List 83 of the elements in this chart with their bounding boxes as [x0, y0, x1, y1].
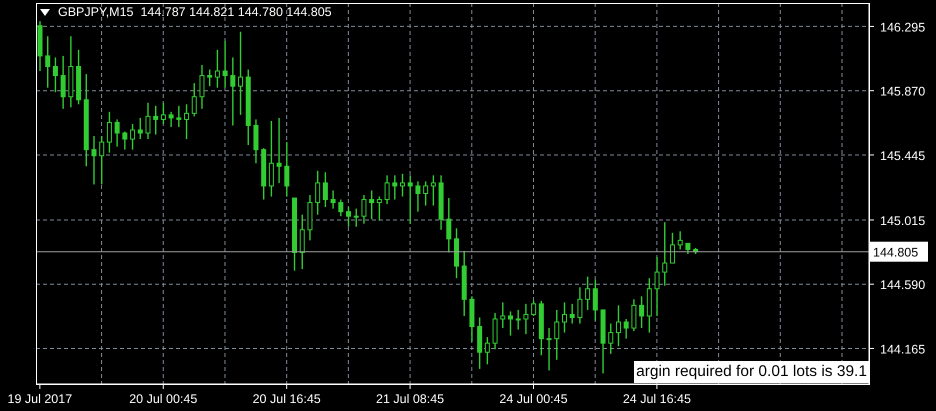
y-tick-label: 144.165 — [880, 342, 926, 356]
candlestick — [230, 56, 236, 126]
candlestick — [430, 174, 436, 206]
candlestick — [106, 111, 112, 154]
candlestick — [562, 302, 567, 334]
candlestick — [616, 304, 621, 347]
candlestick — [99, 135, 104, 186]
candlestick — [361, 194, 366, 224]
candlestick — [376, 196, 382, 222]
candlestick — [546, 327, 552, 372]
candlestick — [608, 322, 614, 354]
x-tick-label: 19 Jul 2017 — [8, 392, 72, 406]
candlestick — [577, 286, 582, 324]
candlestick — [384, 174, 390, 205]
x-tick-label: 21 Jul 08:45 — [376, 392, 444, 406]
candlestick — [415, 180, 420, 212]
candlestick — [338, 198, 344, 217]
candlestick — [392, 174, 398, 200]
candlestick — [214, 49, 220, 88]
candlestick — [484, 336, 490, 366]
x-tick-label: 24 Jul 16:45 — [622, 392, 691, 406]
candlestick — [400, 173, 406, 198]
candlestick — [585, 276, 590, 311]
candlestick — [192, 82, 197, 118]
candlestick — [268, 120, 274, 198]
candlestick — [315, 170, 320, 216]
candlestick — [354, 208, 359, 228]
candlestick — [516, 309, 521, 330]
candlestick — [570, 303, 575, 324]
candlestick — [168, 111, 174, 128]
price-label: 144.805 — [870, 242, 928, 262]
y-tick-label: 145.445 — [880, 148, 926, 163]
candlestick — [330, 190, 336, 210]
y-tick-label: 144.590 — [880, 278, 926, 292]
candlestick — [369, 190, 374, 220]
candlestick — [199, 64, 204, 110]
candlestick — [531, 300, 536, 317]
candlestick — [153, 105, 158, 136]
candlestick — [207, 68, 212, 87]
candlestick — [322, 172, 328, 208]
candlestick — [300, 214, 305, 270]
candlestick — [662, 222, 668, 286]
candlestick — [423, 180, 428, 206]
x-tick-label: 20 Jul 16:45 — [252, 392, 321, 406]
candlestick — [631, 298, 636, 332]
candlestick — [346, 206, 352, 228]
ref-line-label: 144.805 — [873, 246, 918, 260]
candlestick — [554, 309, 560, 361]
candlestick — [508, 310, 513, 336]
candlestick — [114, 118, 120, 148]
candlestick — [176, 105, 182, 128]
candlestick — [446, 197, 452, 254]
y-tick-label: 145.015 — [880, 214, 926, 228]
candlestick — [91, 135, 96, 186]
x-tick-label: 20 Jul 00:45 — [129, 392, 198, 406]
candlestick — [122, 130, 128, 150]
candlestick — [654, 256, 660, 317]
candlestick — [138, 117, 143, 140]
candlestick — [670, 232, 675, 264]
y-tick-label: 145.870 — [880, 84, 926, 99]
candlestick — [592, 278, 598, 322]
candlestick — [276, 117, 282, 184]
candlestick — [160, 102, 166, 125]
candlestick — [238, 31, 244, 116]
x-tick-label: 24 Jul 00:45 — [499, 392, 568, 406]
y-tick-label: 146.295 — [880, 20, 926, 34]
candlestick — [408, 174, 413, 224]
candlestick — [52, 56, 58, 93]
candlestick — [60, 55, 66, 110]
candlestick — [45, 36, 50, 88]
candlestick — [222, 40, 228, 88]
candlestick — [639, 296, 644, 329]
candlestick — [523, 303, 528, 335]
candlestick — [184, 104, 190, 140]
chart-title: GBPJPY,M15 144.787 144.821 144.780 144.805 — [58, 5, 332, 19]
candlestick — [130, 123, 136, 150]
candlestick — [145, 102, 150, 140]
annotation: argin required for 0.01 lots is 39.1 — [634, 361, 869, 383]
candlestick — [678, 230, 683, 250]
candlestick — [500, 302, 506, 329]
candlestick — [624, 318, 629, 340]
candlestick — [284, 141, 290, 198]
candlestick — [685, 242, 690, 255]
